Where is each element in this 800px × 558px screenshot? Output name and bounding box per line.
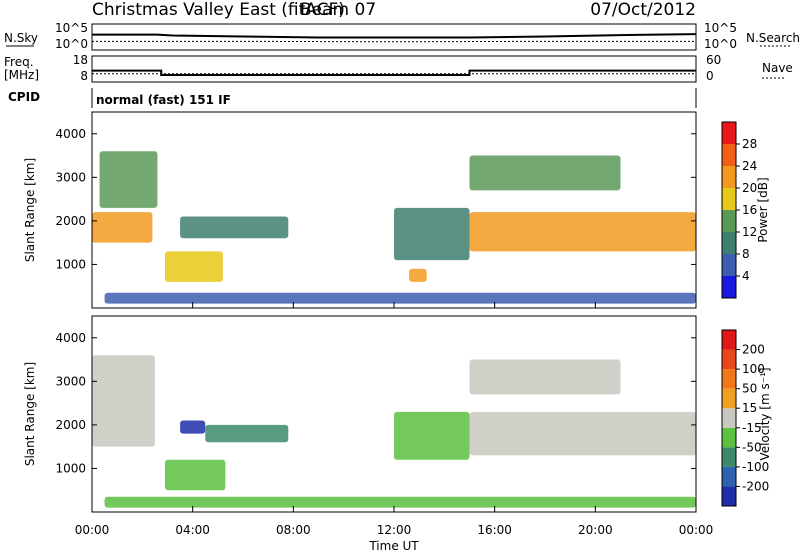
- noise-series-group: [92, 34, 696, 42]
- freq-series-group: [92, 71, 696, 75]
- power-cell-2: [165, 251, 223, 281]
- velocity-colorbar-tick-label-2: 50: [742, 382, 757, 396]
- power-colorbar-tick-label-0: 28: [742, 137, 757, 151]
- power-colorbar-tick-label-4: 12: [742, 225, 757, 239]
- power-cell-8: [105, 293, 696, 304]
- velocity-colorbar-swatch-0: [722, 486, 736, 506]
- velocity-colorbar-tick-label-7: -200: [742, 479, 769, 493]
- power-cell-6: [470, 212, 697, 251]
- velocity-cell-5: [470, 412, 697, 456]
- velocity-y-tick-label-0: 1000: [55, 461, 86, 475]
- date-label: 07/Oct/2012: [590, 0, 696, 20]
- velocity-colorbar-swatch-3: [722, 428, 736, 448]
- velocity-heatmap: [92, 355, 696, 507]
- x-tick-label-5: 20:00: [578, 523, 613, 537]
- velocity-cell-7: [105, 497, 696, 508]
- x-tick-label-3: 12:00: [377, 523, 412, 537]
- velocity-colorbar-tick-label-0: 200: [742, 343, 765, 357]
- power-colorbar-tick-label-6: 4: [742, 269, 750, 283]
- power-colorbar-tick-label-5: 8: [742, 247, 750, 261]
- velocity-cell-2: [180, 421, 205, 434]
- velocity-cell-3: [205, 425, 288, 442]
- power-colorbar-swatch-2: [722, 232, 736, 254]
- nsky-label: N.Sky: [4, 31, 38, 45]
- power-colorbar-swatch-7: [722, 122, 736, 144]
- power-colorbar-swatch-0: [722, 276, 736, 298]
- velocity-colorbar-swatch-6: [722, 369, 736, 389]
- power-cell-0: [92, 212, 152, 242]
- power-colorbar-label: Power [dB]: [756, 177, 770, 242]
- power-colorbar-swatch-4: [722, 188, 736, 210]
- freq-tick-bottom: 8: [80, 69, 88, 83]
- freq-label-line1: Freq.: [4, 55, 34, 69]
- power-colorbar-tick-label-1: 24: [742, 159, 757, 173]
- noise-tick-right-bottom: 10^0: [704, 37, 737, 51]
- velocity-cell-4: [394, 412, 470, 460]
- velocity-y-tick-label-1: 2000: [55, 418, 86, 432]
- velocity-y-axis-label: Slant Range [km]: [23, 362, 37, 466]
- power-colorbar-swatch-6: [722, 144, 736, 166]
- nsearch-label: N.Search: [746, 31, 800, 45]
- power-colorbar-swatch-1: [722, 254, 736, 276]
- power-y-tick-label-0: 1000: [55, 257, 86, 271]
- freq-panel-frame: [92, 56, 696, 82]
- velocity-y-tick-label-2: 3000: [55, 374, 86, 388]
- x-tick-label-1: 04:00: [175, 523, 210, 537]
- power-colorbar: 28 24 20 16 12 8 4: [722, 122, 757, 298]
- power-cell-3: [180, 217, 288, 239]
- power-cell-1: [100, 151, 158, 208]
- cpid-value: normal (fast) 151 IF: [96, 93, 231, 107]
- velocity-colorbar-label: Velocity [m s⁻¹]: [758, 367, 772, 460]
- nave-label: Nave: [762, 61, 793, 75]
- velocity-colorbar-tick-label-3: 15: [742, 401, 757, 415]
- noise-tick-left-top: 10^5: [55, 21, 88, 35]
- freq-tick-top: 18: [73, 53, 88, 67]
- power-colorbar-tick-label-2: 20: [742, 181, 757, 195]
- velocity-colorbar-swatch-5: [722, 389, 736, 409]
- power-colorbar-swatch-3: [722, 210, 736, 232]
- power-colorbar-swatch-5: [722, 166, 736, 188]
- x-tick-label-2: 08:00: [276, 523, 311, 537]
- x-tick-label-4: 16:00: [477, 523, 512, 537]
- power-colorbar-tick-label-3: 16: [742, 203, 757, 217]
- power-y-tick-label-3: 4000: [55, 127, 86, 141]
- velocity-colorbar-swatch-7: [722, 350, 736, 370]
- power-y-axis-label: Slant Range [km]: [23, 158, 37, 262]
- velocity-y-tick-label-3: 4000: [55, 331, 86, 345]
- freq-label-line2: [MHz]: [4, 68, 39, 82]
- power-heatmap: [92, 151, 696, 303]
- power-cell-5: [409, 269, 427, 282]
- velocity-colorbar-swatch-2: [722, 447, 736, 467]
- noise-tick-left-bottom: 10^0: [55, 37, 88, 51]
- freq-series-freq: [92, 71, 696, 75]
- velocity-cell-6: [470, 360, 621, 395]
- power-cell-7: [470, 156, 621, 191]
- velocity-colorbar-swatch-4: [722, 408, 736, 428]
- velocity-colorbar-swatch-8: [722, 330, 736, 350]
- noise-tick-right-top: 10^5: [704, 21, 737, 35]
- velocity-colorbar-tick-label-6: -100: [742, 460, 769, 474]
- x-tick-label-6: 00:00: [679, 523, 714, 537]
- noise-series-nsky: [92, 34, 696, 37]
- beam-label: Beam 07: [300, 0, 376, 20]
- time-axis-label: Time UT: [368, 539, 419, 553]
- nave-tick-bottom: 0: [706, 69, 714, 83]
- power-cell-4: [394, 208, 470, 260]
- power-y-tick-label-2: 3000: [55, 170, 86, 184]
- velocity-cell-1: [165, 460, 225, 490]
- x-tick-label-0: 00:00: [75, 523, 110, 537]
- power-y-tick-label-1: 2000: [55, 214, 86, 228]
- velocity-cell-0: [92, 355, 155, 446]
- cpid-label: CPID: [8, 90, 40, 104]
- velocity-colorbar-swatch-1: [722, 467, 736, 487]
- nave-tick-top: 60: [706, 53, 721, 67]
